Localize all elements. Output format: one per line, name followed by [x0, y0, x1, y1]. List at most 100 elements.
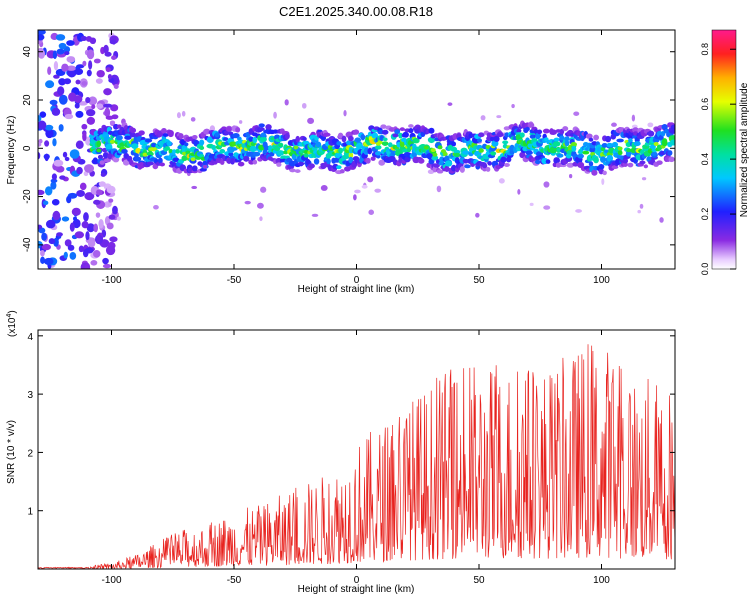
spectrogram-x-axis-label: Height of straight line (km)	[298, 284, 415, 295]
spectrogram-cell	[229, 155, 236, 160]
spectrogram-cell	[44, 140, 50, 147]
spectrogram-cell	[98, 219, 104, 229]
spectrogram-y-axis-label: Frequency (Hz)	[6, 116, 17, 185]
spectrogram-cell	[53, 60, 59, 71]
spectrogram-cell	[230, 147, 238, 151]
spectrogram-cell	[394, 129, 401, 135]
spectrogram-cell	[256, 202, 264, 209]
spectrogram-cell	[549, 146, 558, 154]
spectrogram-cell	[437, 145, 443, 150]
spectrogram-cell	[260, 132, 266, 138]
spectrogram-cell	[222, 137, 229, 141]
spectrogram-cell	[433, 163, 440, 168]
spectrogram-cell	[641, 177, 647, 181]
spectrogram-cell	[525, 127, 530, 132]
spectrogram-cell	[265, 124, 272, 130]
spectrogram-cell	[69, 252, 77, 260]
spectrogram-cell	[617, 150, 623, 156]
spectrogram-cell	[258, 127, 265, 132]
spectrogram-cell	[112, 205, 118, 215]
spectrogram-cell	[601, 142, 608, 148]
spectrogram-cell	[597, 146, 602, 153]
spectrogram-cell	[554, 159, 560, 164]
spectrogram-cell	[69, 222, 75, 232]
spectrogram-cell	[482, 163, 488, 169]
spectrogram-cell	[311, 213, 319, 217]
spectrogram-cell	[442, 152, 448, 157]
snr-x-tick-label: -50	[227, 575, 242, 586]
snr-y-tick-label: 2	[27, 448, 33, 459]
spectrogram-cell	[115, 135, 123, 141]
spectrogram-cell	[313, 158, 320, 165]
spectrogram-cell	[669, 139, 675, 146]
spectrogram-cell	[529, 202, 534, 206]
spectrogram-cell	[569, 174, 573, 179]
spectrogram-cell	[656, 160, 663, 165]
spectrogram-cell	[434, 137, 439, 142]
spectrogram-cell	[112, 156, 120, 163]
spectrogram-cell	[428, 127, 435, 134]
spectrogram-cell	[326, 158, 331, 165]
spectrogram-cell	[64, 113, 74, 120]
colorbar-tick-label: 0.4	[700, 153, 710, 166]
spectrogram-cell	[591, 169, 598, 176]
spectrogram-cell	[75, 79, 81, 85]
spectrogram-cell	[459, 166, 465, 173]
spectrogram-cell	[131, 143, 139, 149]
spectrogram-cell	[48, 238, 56, 245]
spectrogram-cell	[360, 134, 366, 141]
spectrogram-cell	[116, 216, 121, 221]
spectrogram-cell	[87, 240, 96, 248]
spectrogram-cell	[493, 135, 500, 142]
snr-ticks: -100 -50 0 50 100 1 2 3 4	[27, 330, 675, 586]
spectrogram-cell	[181, 155, 188, 162]
spectrogram-cell	[294, 169, 301, 173]
spectrogram-cell	[167, 130, 174, 138]
snr-multiplier-close: )	[7, 310, 18, 313]
spectrogram-cell	[38, 115, 42, 122]
spectrogram-cell	[631, 114, 636, 122]
spectrogram-cell	[475, 212, 480, 218]
spectrogram-cell	[320, 184, 328, 191]
spectrogram-cell	[129, 132, 137, 138]
snr-x-tick-label: 0	[354, 575, 360, 586]
spectrogram-cell	[63, 251, 68, 259]
spectrogram-cell	[106, 222, 114, 230]
spectrogram-cell	[81, 221, 89, 229]
spectrogram-cell	[408, 127, 414, 134]
spectrogram-cell	[573, 111, 580, 116]
spectrogram-cell	[185, 150, 191, 155]
spectrogram-cell	[600, 156, 606, 163]
spectrogram-cell	[511, 103, 515, 109]
colorbar-tick-label: 0.0	[700, 263, 710, 276]
spectrogram-cell	[649, 144, 656, 149]
spectrogram-cell	[273, 111, 277, 119]
spectrogram-cell	[51, 107, 61, 116]
spectrogram-cell	[199, 139, 205, 146]
spectrogram-cell	[92, 249, 101, 258]
spectrogram-cell	[432, 152, 438, 157]
colorbar-ticks: 0.0 0.2 0.4 0.6 0.8	[700, 43, 736, 275]
spectrogram-cell	[111, 55, 117, 60]
spectrogram-cell	[660, 130, 666, 137]
spectrogram-cell	[138, 130, 145, 136]
spectrogram-cell	[399, 140, 406, 148]
spectrogram-cell	[562, 126, 569, 132]
spectrogram-cell	[588, 161, 594, 167]
svg-text:(x104): (x104)	[6, 310, 18, 337]
spectrogram-cell	[606, 142, 614, 148]
spectrogram-cell	[175, 148, 180, 154]
snr-multiplier-exponent: 4	[6, 314, 13, 318]
colorbar-label: Normalized spectral amplitude	[739, 82, 750, 217]
spectrogram-cell	[67, 244, 75, 251]
spectrogram-x-tick-label: 100	[593, 275, 610, 286]
spectrogram-cell	[74, 103, 80, 109]
spectrogram-cell	[56, 232, 63, 237]
spectrogram-cell	[61, 216, 70, 222]
spectrogram-cell	[47, 66, 52, 76]
spectrogram-cell	[502, 140, 509, 145]
spectrogram-cell	[44, 124, 54, 131]
spectrogram-cell	[476, 138, 483, 143]
spectrogram-cell	[49, 99, 58, 106]
